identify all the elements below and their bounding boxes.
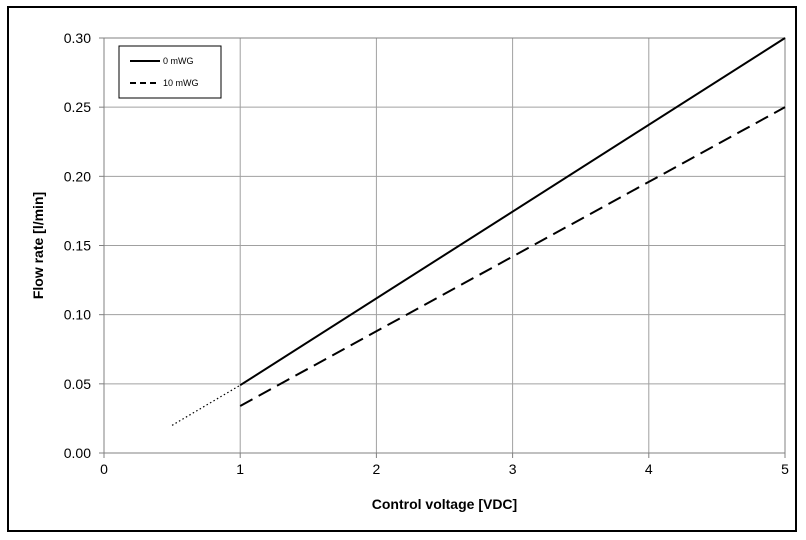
y-tick-label: 0.00: [64, 445, 91, 461]
x-tick-label: 1: [236, 461, 244, 477]
x-tick-label: 5: [781, 461, 789, 477]
series-line-0: [239, 37, 786, 387]
x-tick-label: 3: [509, 461, 517, 477]
plot-area: [103, 37, 786, 454]
y-tick-label: 0.30: [64, 30, 91, 46]
y-tick-label: 0.25: [64, 99, 91, 115]
y-axis-label: Flow rate [l/min]: [30, 192, 46, 299]
y-tick-labels: 0.00 0.05 0.10 0.15 0.20 0.25 0.30: [64, 30, 91, 461]
x-tick-label: 4: [645, 461, 653, 477]
series-layer: [171, 37, 786, 426]
legend: 0 mWG 10 mWG: [118, 45, 222, 99]
x-tick-label: 2: [373, 461, 381, 477]
legend-box: [118, 45, 222, 99]
legend-label-10-mwg: 10 mWG: [163, 78, 199, 88]
grid-lines: [99, 37, 786, 458]
legend-label-0-mwg: 0 mWG: [163, 56, 194, 66]
series-line-2: [171, 384, 241, 426]
x-axis-label: Control voltage [VDC]: [372, 496, 517, 512]
x-tick-label: 0: [100, 461, 108, 477]
y-tick-label: 0.15: [64, 238, 91, 254]
x-tick-labels: 0 1 2 3 4 5: [100, 461, 789, 477]
series-line-1: [239, 106, 786, 407]
y-tick-label: 0.10: [64, 307, 91, 323]
y-tick-label: 0.05: [64, 376, 91, 392]
y-tick-label: 0.20: [64, 168, 91, 184]
